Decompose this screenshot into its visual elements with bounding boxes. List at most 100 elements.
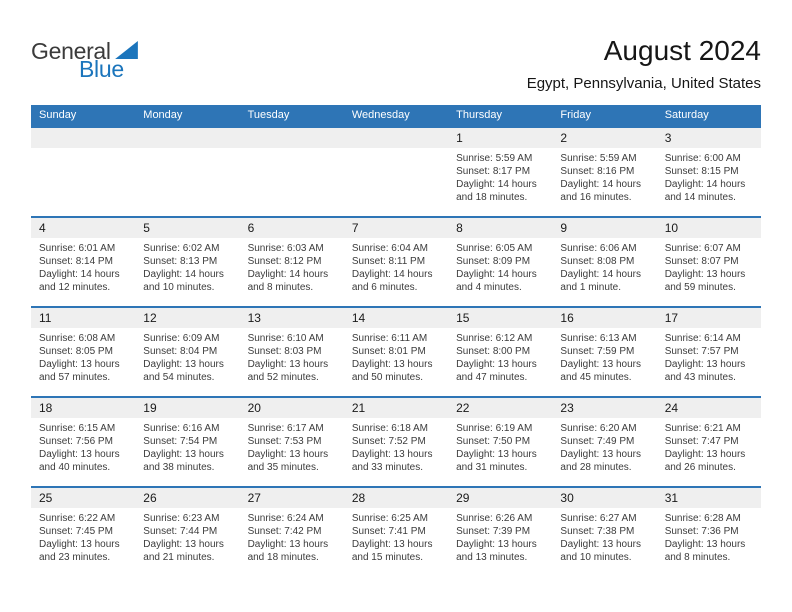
day-6-line-2: Sunset: 8:12 PM xyxy=(247,256,322,267)
day-13-line-2: Sunset: 8:03 PM xyxy=(247,346,322,357)
day-4-line-2: Sunset: 8:14 PM xyxy=(39,256,113,267)
day-25-line-1: Sunrise: 6:22 AM xyxy=(39,513,116,524)
day-number-7: 7 xyxy=(351,221,359,235)
day-number-5: 5 xyxy=(143,221,150,235)
page-subtitle: Egypt, Pennsylvania, United States xyxy=(526,75,761,92)
day-12-line-3: Daylight: 13 hours xyxy=(143,359,224,370)
day-number-11: 11 xyxy=(39,311,52,325)
day-1-line-3: Daylight: 14 hours xyxy=(456,179,537,190)
day-15-line-1: Sunrise: 6:12 AM xyxy=(456,333,533,344)
day-20-line-3: Daylight: 13 hours xyxy=(247,449,329,460)
day-13-line-4: and 52 minutes. xyxy=(247,372,319,383)
day-30-line-4: and 10 minutes. xyxy=(560,552,632,563)
calendar-grid: Sunday Monday Tuesday Wednesday Thursday… xyxy=(31,105,761,576)
week-row-3: 11 12 13 14 15 16 17 Sunrise: 6:08 AM Sunset: 8:… xyxy=(31,306,761,396)
day-17-line-2: Sunset: 7:57 PM xyxy=(664,346,739,357)
day-19-line-1: Sunrise: 6:16 AM xyxy=(143,423,220,434)
day-19-line-3: Daylight: 13 hours xyxy=(143,449,224,460)
day-6-line-3: Daylight: 14 hours xyxy=(247,269,329,280)
week-row-4: 18 19 20 21 22 23 24 Sunrise: 6:15 AM Sunset: 7:… xyxy=(31,396,761,486)
day-11-line-2: Sunset: 8:05 PM xyxy=(39,346,113,357)
day-22-line-1: Sunrise: 6:19 AM xyxy=(456,423,533,434)
day-20-line-1: Sunrise: 6:17 AM xyxy=(247,423,324,434)
day-cell-empty xyxy=(135,148,239,216)
day-9-line-1: Sunrise: 6:06 AM xyxy=(560,243,637,254)
day-number-empty xyxy=(135,128,239,148)
day-18-line-4: and 40 minutes. xyxy=(39,462,111,473)
weekday-header-row: Sunday Monday Tuesday Wednesday Thursday… xyxy=(31,105,761,126)
day-cell-2: Sunrise: 5:59 AM Sunset: 8:16 PM Daylight:… xyxy=(552,148,656,216)
day-number-23: 23 xyxy=(560,401,574,415)
day-4-line-4: and 12 minutes. xyxy=(39,282,111,293)
day-26-line-2: Sunset: 7:44 PM xyxy=(143,526,218,537)
day-16-line-3: Daylight: 13 hours xyxy=(560,359,642,370)
day-24-line-4: and 26 minutes. xyxy=(664,462,736,473)
day-4-line-1: Sunrise: 6:01 AM xyxy=(39,243,116,254)
weekday-header-thursday: Thursday xyxy=(456,109,502,121)
day-number-band: 1 2 3 xyxy=(31,128,761,148)
day-15-line-2: Sunset: 8:00 PM xyxy=(456,346,531,357)
day-10-line-1: Sunrise: 6:07 AM xyxy=(664,243,741,254)
day-26-line-1: Sunrise: 6:23 AM xyxy=(143,513,220,524)
day-16-line-4: and 45 minutes. xyxy=(560,372,632,383)
day-27-line-3: Daylight: 13 hours xyxy=(247,539,329,550)
day-9-line-2: Sunset: 8:08 PM xyxy=(560,256,635,267)
day-cell-23: Sunrise: 6:20 AM Sunset: 7:49 PM Daylight:… xyxy=(552,418,656,486)
day-1-line-4: and 18 minutes. xyxy=(456,192,528,203)
day-cell-15: Sunrise: 6:12 AM Sunset: 8:00 PM Daylight:… xyxy=(448,328,552,396)
day-2-line-3: Daylight: 14 hours xyxy=(560,179,642,190)
day-28-line-1: Sunrise: 6:25 AM xyxy=(351,513,428,524)
day-23-line-4: and 28 minutes. xyxy=(560,462,632,473)
day-31-line-4: and 8 minutes. xyxy=(664,552,731,563)
logo-text-general: General xyxy=(31,38,111,64)
day-3-line-1: Sunrise: 6:00 AM xyxy=(664,153,741,164)
weekday-header-friday: Friday xyxy=(560,109,591,121)
weekday-header-wednesday: Wednesday xyxy=(351,109,410,121)
day-cell-27: Sunrise: 6:24 AM Sunset: 7:42 PM Daylight:… xyxy=(240,508,344,576)
day-cell-30: Sunrise: 6:27 AM Sunset: 7:38 PM Daylight:… xyxy=(552,508,656,576)
day-11-line-4: and 57 minutes. xyxy=(39,372,111,383)
day-cell-empty xyxy=(240,148,344,216)
day-cell-21: Sunrise: 6:18 AM Sunset: 7:52 PM Daylight:… xyxy=(344,418,448,486)
day-number-22: 22 xyxy=(456,401,470,415)
day-cell-16: Sunrise: 6:13 AM Sunset: 7:59 PM Daylight:… xyxy=(552,328,656,396)
day-25-line-4: and 23 minutes. xyxy=(39,552,111,563)
day-details-row: Sunrise: 6:01 AM Sunset: 8:14 PM Daylight:… xyxy=(31,238,761,306)
day-number-1: 1 xyxy=(456,131,463,145)
day-28-line-2: Sunset: 7:41 PM xyxy=(351,526,426,537)
day-number-9: 9 xyxy=(560,221,568,235)
day-5-line-1: Sunrise: 6:02 AM xyxy=(143,243,220,254)
day-cell-3: Sunrise: 6:00 AM Sunset: 8:15 PM Daylight:… xyxy=(657,148,761,216)
day-number-16: 16 xyxy=(560,311,574,325)
day-cell-12: Sunrise: 6:09 AM Sunset: 8:04 PM Daylight:… xyxy=(135,328,239,396)
week-row-1: 1 2 3 Sunrise: 5:59 AM Sunset: 8:17 PM Daylig… xyxy=(31,126,761,216)
day-cell-4: Sunrise: 6:01 AM Sunset: 8:14 PM Daylight:… xyxy=(31,238,135,306)
day-31-line-3: Daylight: 13 hours xyxy=(664,539,746,550)
day-cell-24: Sunrise: 6:21 AM Sunset: 7:47 PM Daylight:… xyxy=(657,418,761,486)
day-cell-25: Sunrise: 6:22 AM Sunset: 7:45 PM Daylight:… xyxy=(31,508,135,576)
day-31-line-2: Sunset: 7:36 PM xyxy=(664,526,739,537)
weekday-header-saturday: Saturday xyxy=(664,109,709,121)
page-header: General Blue August 2024 Egypt, Pennsylv… xyxy=(0,0,792,105)
day-2-line-4: and 16 minutes. xyxy=(560,192,632,203)
day-29-line-2: Sunset: 7:39 PM xyxy=(456,526,531,537)
day-cell-empty xyxy=(344,148,448,216)
day-cell-20: Sunrise: 6:17 AM Sunset: 7:53 PM Daylight:… xyxy=(240,418,344,486)
day-15-line-4: and 47 minutes. xyxy=(456,372,528,383)
day-cell-1: Sunrise: 5:59 AM Sunset: 8:17 PM Daylight:… xyxy=(448,148,552,216)
day-22-line-3: Daylight: 13 hours xyxy=(456,449,537,460)
day-cell-17: Sunrise: 6:14 AM Sunset: 7:57 PM Daylight:… xyxy=(657,328,761,396)
day-number-empty xyxy=(240,128,344,148)
day-cell-7: Sunrise: 6:04 AM Sunset: 8:11 PM Daylight:… xyxy=(344,238,448,306)
weekday-header-monday: Monday xyxy=(143,109,183,121)
day-8-line-1: Sunrise: 6:05 AM xyxy=(456,243,533,254)
day-number-8: 8 xyxy=(456,221,463,235)
day-11-line-1: Sunrise: 6:08 AM xyxy=(39,333,116,344)
day-10-line-4: and 59 minutes. xyxy=(664,282,736,293)
day-number-15: 15 xyxy=(456,311,470,325)
day-14-line-1: Sunrise: 6:11 AM xyxy=(351,333,428,344)
day-22-line-2: Sunset: 7:50 PM xyxy=(456,436,531,447)
day-18-line-1: Sunrise: 6:15 AM xyxy=(39,423,116,434)
day-6-line-4: and 8 minutes. xyxy=(247,282,314,293)
day-cell-10: Sunrise: 6:07 AM Sunset: 8:07 PM Daylight:… xyxy=(657,238,761,306)
